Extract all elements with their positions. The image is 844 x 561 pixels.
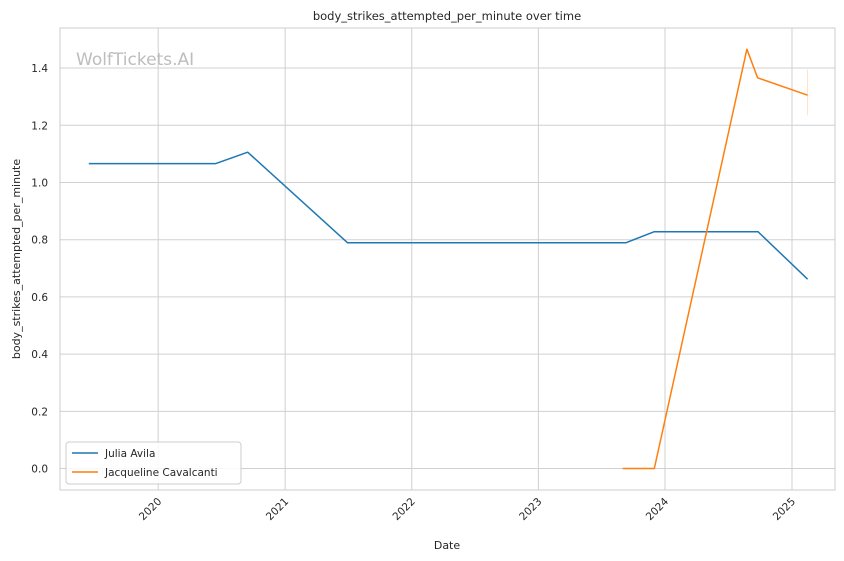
grid-layer [60, 28, 835, 490]
y-tick-label: 1.4 [31, 63, 48, 75]
series-layer [88, 48, 809, 470]
y-tick-label: 1.0 [31, 177, 48, 189]
y-tick-label: 0.4 [31, 349, 48, 361]
y-axis-label: body_strikes_attempted_per_minute [10, 159, 23, 359]
y-tick-label: 0.0 [31, 464, 48, 476]
series-line-jacqueline-cavalcanti [622, 48, 808, 470]
y-tick-label: 1.2 [31, 120, 48, 132]
y-tick-label: 0.6 [31, 292, 48, 304]
plot-frame [59, 27, 836, 491]
legend-label-julia-avila: Julia Avila [104, 448, 155, 460]
watermark-text: WolfTickets.AI [76, 50, 194, 70]
legend-box [65, 441, 242, 485]
chart-title: body_strikes_attempted_per_minute over t… [313, 9, 581, 23]
x-axis-label: Date [434, 539, 461, 552]
legend-label-jacqueline-cavalcanti: Jacqueline Cavalcanti [104, 467, 218, 479]
y-tick-label: 0.8 [31, 235, 48, 247]
y-tick-label: 0.2 [31, 406, 48, 418]
legend: Julia Avila Jacqueline Cavalcanti [65, 441, 242, 485]
series-line-julia-avila [88, 151, 809, 280]
